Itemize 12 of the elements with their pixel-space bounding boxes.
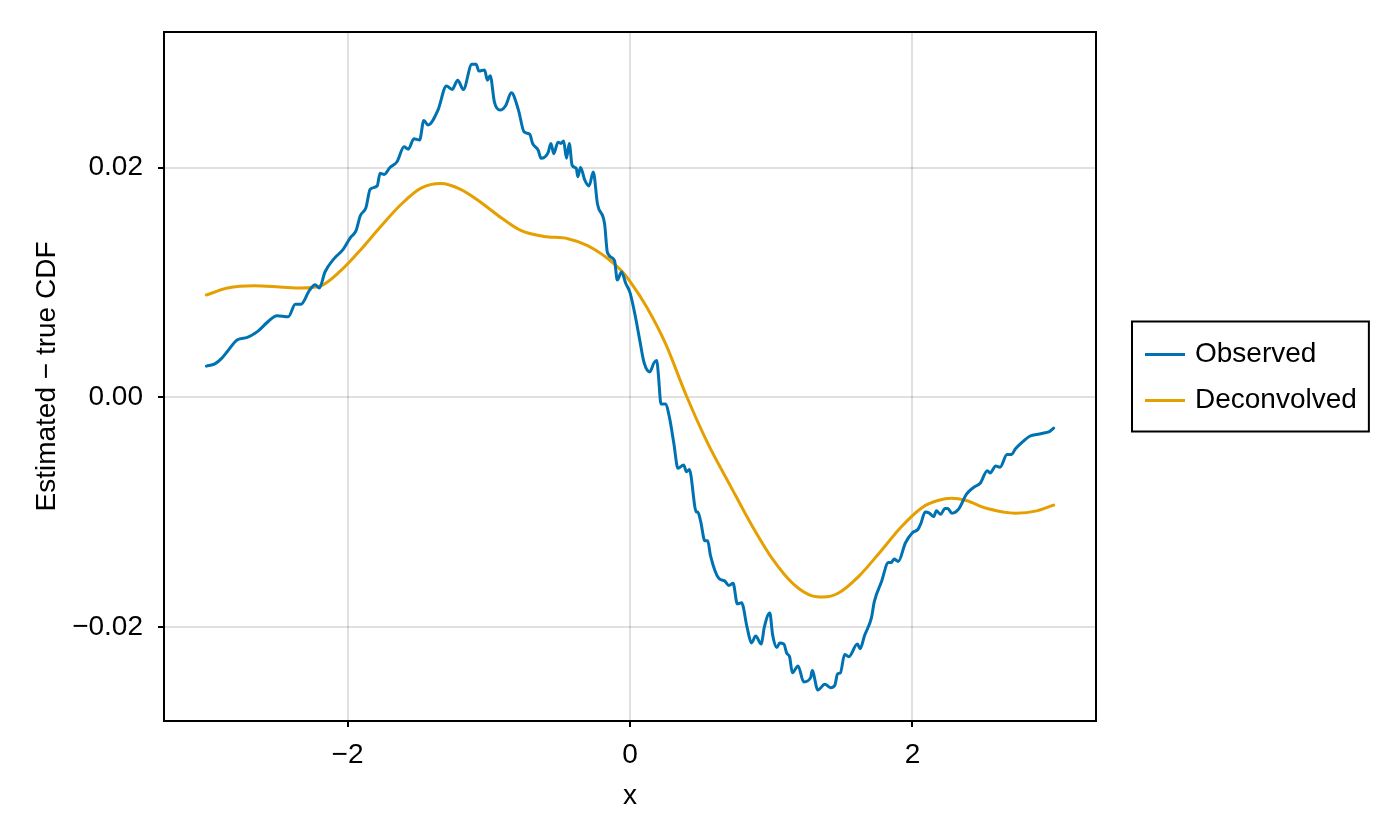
x-tick-label: 0	[622, 737, 638, 769]
y-axis-title: Estimated − true CDF	[29, 241, 61, 512]
x-axis-title: x	[623, 778, 637, 810]
y-tick-label: 0.02	[88, 150, 143, 182]
y-tick-label: −0.02	[72, 609, 143, 641]
line-series	[204, 182, 1056, 599]
legend-label: Deconvolved	[1195, 383, 1357, 415]
y-tick-label: 0.00	[88, 379, 143, 411]
legend-label: Observed	[1195, 337, 1317, 369]
line-series	[204, 62, 1056, 692]
x-tick-label: −2	[331, 737, 364, 769]
x-tick-label: 2	[904, 737, 921, 769]
